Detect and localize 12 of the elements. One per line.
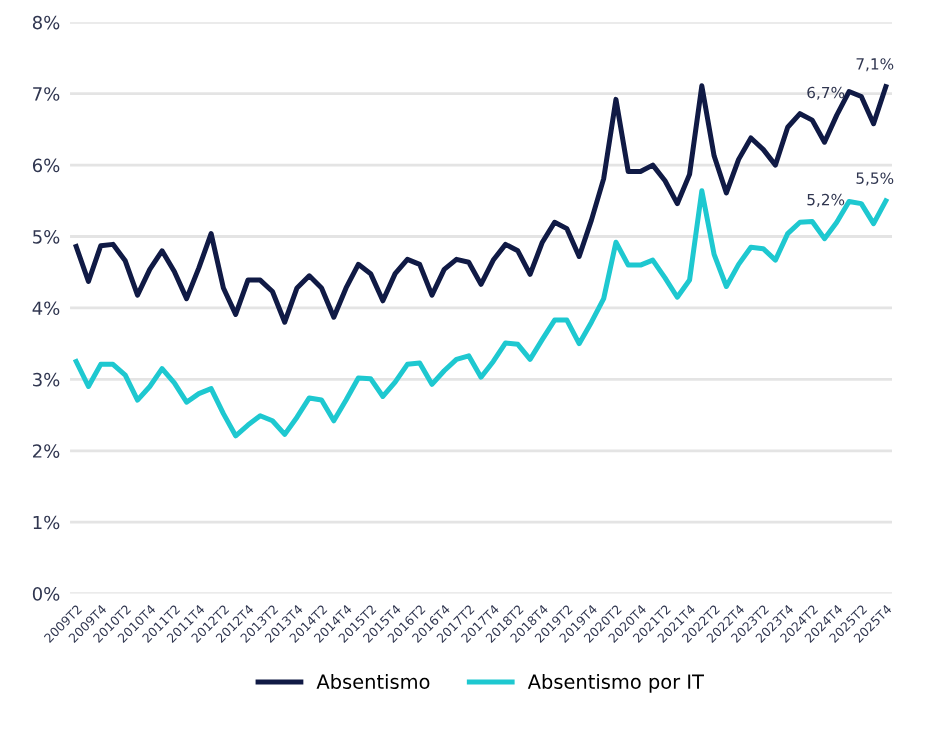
legend-label: Absentismo por IT <box>527 673 704 693</box>
y-tick-label: 2% <box>33 444 60 458</box>
y-tick-label: 3% <box>33 372 60 387</box>
y-tick-label: 7% <box>33 87 60 101</box>
legend-label: Absentismo <box>316 673 430 689</box>
y-tick-label: 0% <box>32 587 60 601</box>
y-tick-label: 8% <box>32 15 60 30</box>
y-tick-label: 1% <box>33 515 60 530</box>
line-series <box>73 188 889 439</box>
y-tick-label: 6% <box>32 158 60 173</box>
y-tick-label: 4% <box>32 301 60 316</box>
y-tick-label: 5% <box>33 229 60 244</box>
